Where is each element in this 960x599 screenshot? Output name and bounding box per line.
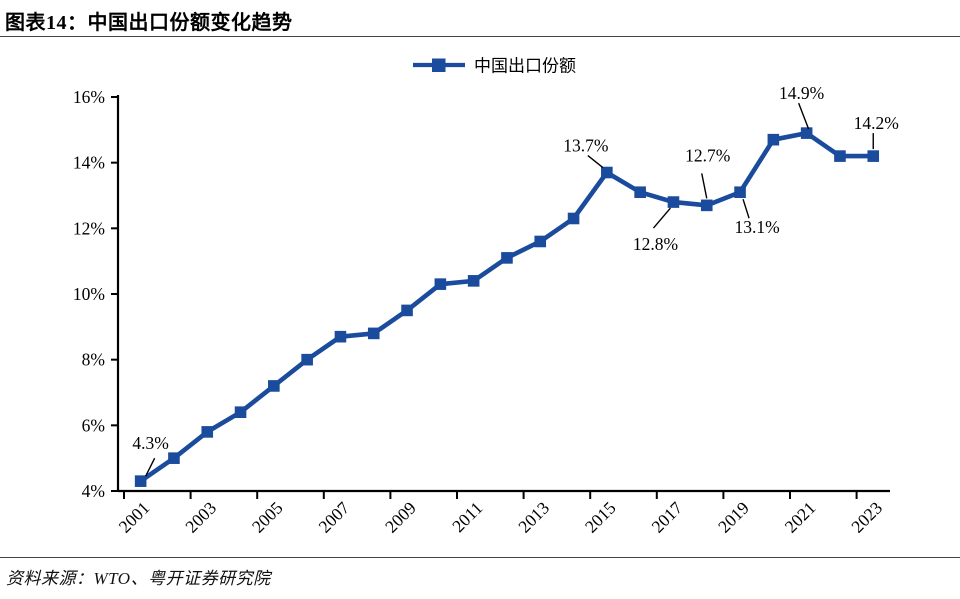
source-divider bbox=[0, 557, 960, 558]
y-tick-label: 14% bbox=[73, 153, 105, 173]
data-point-marker bbox=[301, 353, 313, 366]
legend-marker bbox=[432, 58, 446, 72]
annotation-label: 14.2% bbox=[854, 113, 899, 133]
annotation-leader bbox=[701, 173, 708, 199]
data-point-marker bbox=[467, 275, 480, 287]
annotation-label: 12.7% bbox=[685, 145, 730, 165]
data-point-marker bbox=[168, 452, 180, 464]
series-line bbox=[138, 130, 876, 484]
data-point-marker bbox=[134, 475, 147, 487]
data-point-marker bbox=[567, 212, 580, 225]
y-tick-label: 4% bbox=[82, 481, 105, 501]
data-point-marker bbox=[367, 327, 380, 340]
x-tick-label: 2013 bbox=[514, 498, 553, 537]
data-point-marker bbox=[601, 166, 613, 179]
y-tick-label: 10% bbox=[73, 284, 105, 304]
figure-title: 图表14：中国出口份额变化趋势 bbox=[5, 12, 293, 34]
data-point-marker bbox=[434, 278, 447, 290]
data-point-marker bbox=[401, 304, 413, 317]
annotation-label: 12.8% bbox=[633, 234, 678, 254]
x-tick-label: 2009 bbox=[381, 498, 420, 537]
data-point-marker bbox=[268, 380, 280, 392]
source-note: 资料来源：WTO、粤开证券研究院 bbox=[6, 569, 271, 588]
annotation-leader bbox=[742, 199, 750, 219]
x-tick-label: 2005 bbox=[248, 498, 287, 537]
annotation-label: 4.3% bbox=[132, 433, 168, 453]
data-point-marker bbox=[867, 150, 880, 162]
data-point-marker bbox=[501, 252, 513, 264]
x-tick-label: 2023 bbox=[847, 498, 886, 537]
x-tick-label: 2001 bbox=[115, 498, 154, 537]
x-tick-label: 2003 bbox=[181, 498, 220, 537]
y-tick-label: 16% bbox=[73, 87, 105, 107]
export-share-line-chart: 4% 6% 8% 10% 12% 14% 16% 2001 2003 2005 2007 2009 20… bbox=[0, 38, 960, 556]
chart-canvas: 4% 6% 8% 10% 12% 14% 16% 2001 2003 2005 2007 2009 20… bbox=[73, 57, 899, 537]
title-divider bbox=[0, 36, 960, 37]
y-tick-label: 8% bbox=[82, 350, 105, 370]
x-tick-label: 2011 bbox=[448, 498, 486, 536]
data-point-marker bbox=[834, 150, 846, 162]
data-point-marker bbox=[234, 406, 247, 418]
annotation-leader bbox=[145, 457, 156, 477]
y-tick-label: 12% bbox=[73, 218, 105, 238]
data-point-marker bbox=[667, 196, 680, 208]
annotation-leader bbox=[797, 102, 810, 130]
data-point-marker bbox=[734, 186, 746, 199]
annotation-label: 13.7% bbox=[563, 136, 608, 156]
annotation-leader bbox=[587, 154, 604, 169]
data-point-marker bbox=[700, 199, 713, 212]
x-tick-label: 2019 bbox=[714, 498, 753, 537]
x-tick-label: 2007 bbox=[314, 498, 353, 537]
x-tick-label: 2017 bbox=[647, 498, 686, 537]
y-tick-label: 6% bbox=[82, 415, 105, 435]
data-point-marker bbox=[534, 235, 547, 248]
data-point-marker bbox=[800, 127, 813, 139]
legend-label: 中国出口份额 bbox=[474, 57, 576, 76]
annotation-leader bbox=[652, 207, 671, 229]
annotation-label: 13.1% bbox=[734, 217, 779, 237]
annotation-label: 14.9% bbox=[779, 83, 824, 103]
data-point-marker bbox=[634, 186, 646, 199]
data-point-marker bbox=[767, 133, 780, 146]
data-point-marker bbox=[201, 426, 214, 438]
data-point-marker bbox=[334, 330, 347, 343]
x-tick-label: 2021 bbox=[781, 498, 820, 537]
x-tick-label: 2015 bbox=[581, 498, 620, 537]
